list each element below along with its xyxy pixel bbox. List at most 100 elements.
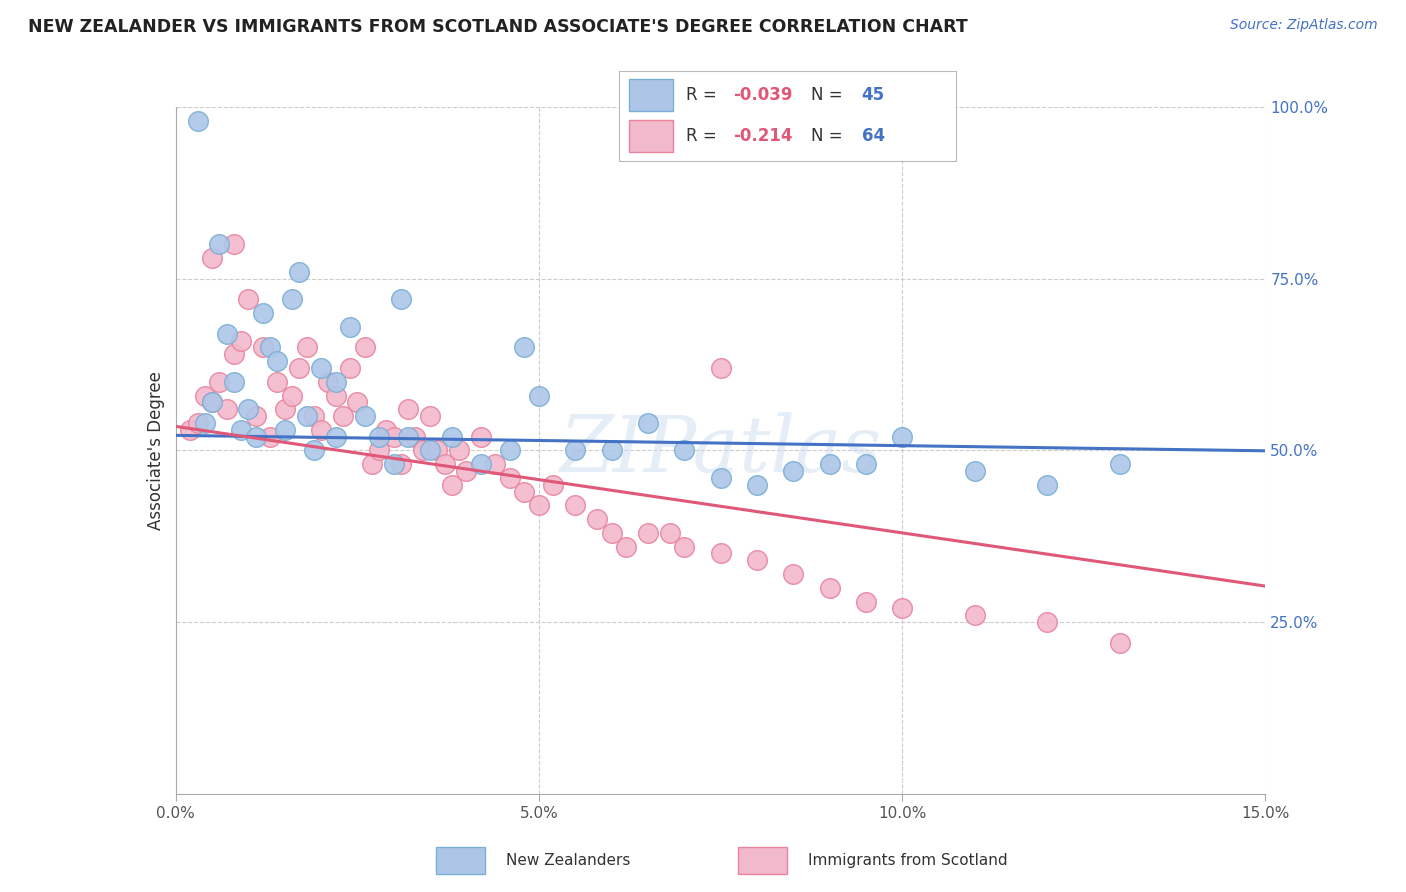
Point <box>238 293 260 307</box>
Text: -0.214: -0.214 <box>734 127 793 145</box>
Point <box>1109 457 1132 471</box>
Point <box>1036 478 1059 492</box>
Point <box>231 334 253 348</box>
Point <box>564 443 586 458</box>
Point <box>564 499 586 513</box>
Point <box>259 430 281 444</box>
Point <box>614 540 637 554</box>
Point <box>440 478 463 492</box>
Point <box>266 375 288 389</box>
Point <box>266 354 288 368</box>
Point <box>222 347 245 361</box>
Point <box>1109 636 1132 650</box>
Point <box>201 251 224 265</box>
Point <box>600 525 623 540</box>
Point <box>186 416 209 430</box>
Point <box>527 388 550 402</box>
Point <box>274 423 297 437</box>
Text: R =: R = <box>686 86 723 104</box>
Point <box>673 443 696 458</box>
Text: N =: N = <box>811 86 848 104</box>
Point <box>288 361 311 376</box>
Point <box>745 478 768 492</box>
Point <box>252 306 274 320</box>
Point <box>295 340 318 354</box>
Point <box>309 361 332 376</box>
Point <box>208 375 231 389</box>
Point <box>281 388 304 402</box>
Point <box>368 430 391 444</box>
Point <box>389 293 412 307</box>
Point <box>782 567 804 582</box>
Point <box>499 471 522 485</box>
Point <box>302 443 325 458</box>
Point <box>339 319 361 334</box>
Point <box>252 340 274 354</box>
Point <box>855 457 877 471</box>
Point <box>231 423 253 437</box>
Y-axis label: Associate's Degree: Associate's Degree <box>146 371 165 530</box>
Point <box>456 464 478 478</box>
Point <box>637 525 659 540</box>
Point <box>426 443 449 458</box>
Text: 64: 64 <box>862 127 884 145</box>
Point <box>281 293 304 307</box>
Point <box>222 237 245 252</box>
Point <box>179 423 201 437</box>
Point <box>194 416 217 430</box>
Point <box>332 409 354 423</box>
Point <box>891 601 914 615</box>
Text: -0.039: -0.039 <box>734 86 793 104</box>
Point <box>586 512 609 526</box>
Point <box>513 484 536 499</box>
Point <box>710 361 733 376</box>
Point <box>433 457 456 471</box>
Point <box>186 113 209 128</box>
Text: 45: 45 <box>862 86 884 104</box>
Point <box>389 457 412 471</box>
Point <box>818 457 841 471</box>
Point <box>818 581 841 595</box>
Point <box>318 375 340 389</box>
Point <box>382 457 405 471</box>
Point <box>201 395 224 409</box>
Point <box>245 409 267 423</box>
Point <box>238 402 260 417</box>
Point <box>710 546 733 561</box>
FancyBboxPatch shape <box>628 120 672 152</box>
Point <box>194 388 217 402</box>
Point <box>658 525 681 540</box>
Point <box>274 402 297 417</box>
FancyBboxPatch shape <box>628 79 672 111</box>
Point <box>419 443 441 458</box>
Point <box>405 430 427 444</box>
Text: NEW ZEALANDER VS IMMIGRANTS FROM SCOTLAND ASSOCIATE'S DEGREE CORRELATION CHART: NEW ZEALANDER VS IMMIGRANTS FROM SCOTLAN… <box>28 18 967 36</box>
Point <box>288 265 311 279</box>
Point <box>782 464 804 478</box>
Point <box>470 457 492 471</box>
Point <box>745 553 768 567</box>
Point <box>891 430 914 444</box>
Point <box>396 402 419 417</box>
Point <box>543 478 565 492</box>
Point <box>309 423 332 437</box>
Text: Immigrants from Scotland: Immigrants from Scotland <box>808 854 1008 868</box>
Point <box>963 464 986 478</box>
Point <box>353 409 375 423</box>
Point <box>302 409 325 423</box>
Point <box>375 423 398 437</box>
Point <box>325 388 347 402</box>
Point <box>208 237 231 252</box>
Point <box>470 430 492 444</box>
Point <box>215 402 238 417</box>
Point <box>325 430 347 444</box>
Text: ZIPatlas: ZIPatlas <box>560 412 882 489</box>
Point <box>346 395 368 409</box>
Point <box>259 340 281 354</box>
Point <box>513 340 536 354</box>
Text: R =: R = <box>686 127 723 145</box>
Point <box>527 499 550 513</box>
Point <box>396 430 419 444</box>
Point <box>295 409 318 423</box>
FancyBboxPatch shape <box>436 847 485 874</box>
